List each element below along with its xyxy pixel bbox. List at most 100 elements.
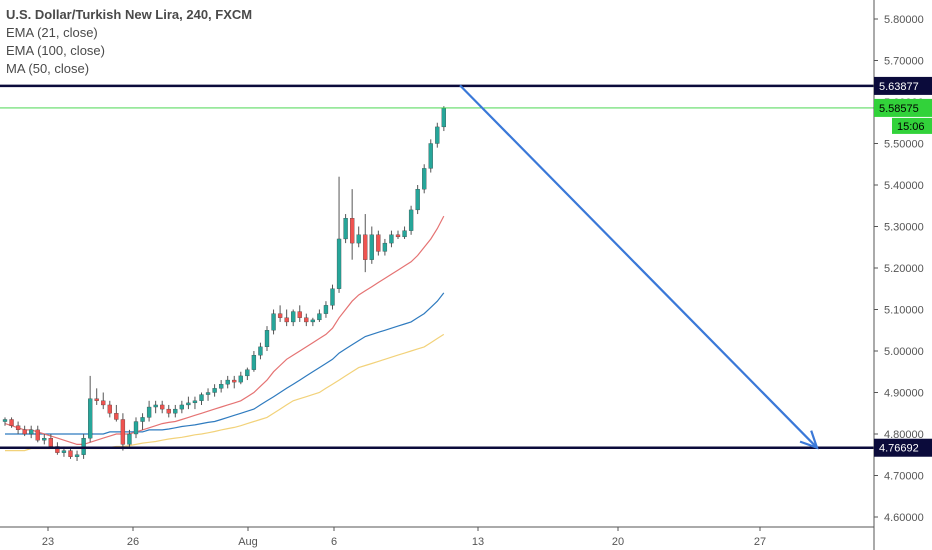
candle-body <box>441 108 447 128</box>
level-price-tag <box>874 438 932 457</box>
x-tick-label: 23 <box>42 536 54 548</box>
ma50-line <box>5 333 445 452</box>
countdown-label: 15:06 <box>897 121 925 133</box>
y-tick-label: 5.10000 <box>884 305 924 317</box>
x-tick-label: 26 <box>127 536 139 548</box>
candle-body <box>382 242 388 252</box>
candle-body <box>133 421 139 435</box>
candle-body <box>369 234 374 260</box>
candle-body <box>29 429 34 435</box>
candle-body <box>310 319 316 323</box>
current-price-tag <box>874 98 932 117</box>
candle-body <box>349 218 355 244</box>
candle-body <box>166 408 171 414</box>
projection-arrow-head <box>799 430 819 450</box>
current-price-label: 5.58575 <box>879 103 919 115</box>
candle-body <box>120 419 126 445</box>
candle-body <box>343 218 348 240</box>
candle-body <box>61 450 67 453</box>
y-tick-label: 5.40000 <box>884 180 924 192</box>
y-tick-label: 4.90000 <box>884 388 924 400</box>
candle-body <box>245 369 250 377</box>
level-price-label: 4.76692 <box>879 443 919 455</box>
candle-body <box>336 238 342 289</box>
level-price-tag <box>874 76 932 95</box>
plot-area[interactable] <box>0 84 874 461</box>
level-price-label: 5.63877 <box>879 81 919 93</box>
countdown-tag <box>892 117 932 134</box>
y-tick-label: 5.70000 <box>884 56 924 68</box>
candle-body <box>317 313 322 321</box>
candle-body <box>114 413 119 420</box>
candle-body <box>173 408 178 414</box>
symbol-title: U.S. Dollar/Turkish New Lira, 240, FXCM <box>6 7 253 22</box>
candle-body <box>127 433 132 445</box>
candle-body <box>101 400 106 406</box>
candle-body <box>402 230 407 238</box>
candle-body <box>88 398 93 439</box>
candle-body <box>323 305 329 314</box>
candle-body <box>415 188 420 211</box>
candle-body <box>55 446 60 453</box>
candle-body <box>395 234 401 238</box>
candle-body <box>35 429 40 441</box>
candle-body <box>107 404 112 414</box>
y-tick-label: 4.70000 <box>884 471 924 483</box>
y-tick-label: 5.80000 <box>884 14 924 26</box>
candle-body <box>199 394 204 401</box>
candle-body <box>232 379 237 383</box>
candle-body <box>264 330 270 348</box>
candle-body <box>48 437 53 447</box>
candle-body <box>179 404 185 410</box>
candle-body <box>2 419 8 422</box>
candle-body <box>140 417 145 422</box>
candle-body <box>68 450 73 457</box>
candle-body <box>192 400 198 404</box>
candle-body <box>238 375 243 383</box>
legend-ema100: EMA (100, close) <box>6 43 105 58</box>
candle-body <box>22 429 27 435</box>
candle-body <box>81 437 86 455</box>
candle-body <box>186 402 191 406</box>
candle-body <box>205 392 211 395</box>
x-tick-label: 20 <box>612 536 624 548</box>
y-tick-label: 4.80000 <box>884 429 924 441</box>
candle-body <box>356 234 361 244</box>
y-tick-label: 5.50000 <box>884 139 924 151</box>
y-tick-label: 5.00000 <box>884 346 924 358</box>
candle-body <box>146 406 152 418</box>
candle-body <box>42 437 47 441</box>
candle-body <box>408 209 414 231</box>
candle-body <box>330 288 335 306</box>
candle-body <box>435 126 440 144</box>
chart-legend: U.S. Dollar/Turkish New Lira, 240, FXCM … <box>6 6 252 78</box>
y-tick-label: 4.60000 <box>884 512 924 524</box>
candle-body <box>15 425 21 431</box>
ema100-line <box>5 292 445 435</box>
candle-body <box>74 454 80 457</box>
x-tick-label: 27 <box>754 536 766 548</box>
candle-body <box>94 398 99 401</box>
y-tick-label: 5.20000 <box>884 263 924 275</box>
candle-body <box>153 404 158 408</box>
candle-body <box>284 317 289 323</box>
candle-body <box>271 313 276 331</box>
candle-body <box>376 234 381 252</box>
candle-body <box>363 234 368 260</box>
candle-body <box>160 404 165 410</box>
x-tick-label: 6 <box>331 536 337 548</box>
candle-body <box>297 311 302 318</box>
candle-body <box>422 168 427 190</box>
projection-arrow-line <box>459 84 818 449</box>
candle-body <box>258 346 263 356</box>
x-tick-label: 13 <box>472 536 484 548</box>
legend-ma50: MA (50, close) <box>6 61 90 76</box>
candle-body <box>9 419 14 426</box>
candle-body <box>251 354 257 370</box>
x-tick-label: Aug <box>238 536 258 548</box>
candle-body <box>428 143 433 169</box>
candle-body <box>304 317 309 323</box>
candle-body <box>212 388 217 393</box>
candle-body <box>225 379 230 385</box>
